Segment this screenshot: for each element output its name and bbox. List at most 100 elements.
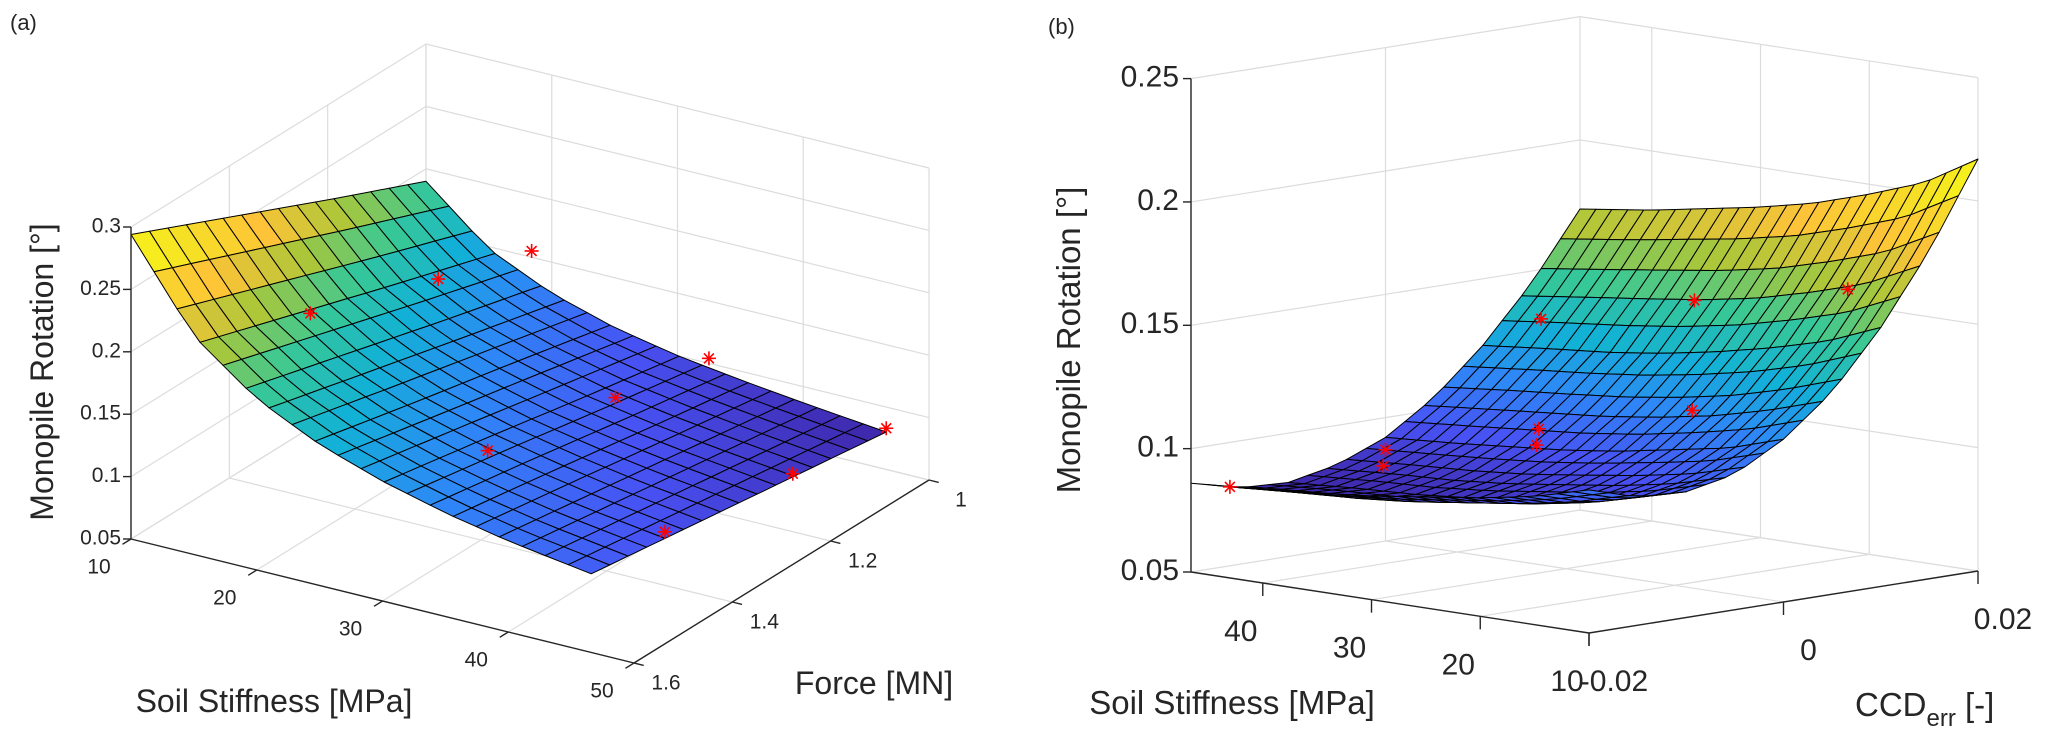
marker-stroke xyxy=(1379,444,1392,456)
markers-a xyxy=(303,244,894,539)
z-tick-label: 0.1 xyxy=(1137,431,1179,464)
x-axis-label-a: Soil Stiffness [MPa] xyxy=(136,683,413,719)
x-tick-mark xyxy=(247,569,258,576)
marker-stroke xyxy=(304,307,316,319)
z-gridline xyxy=(130,43,930,228)
data-point-marker xyxy=(1222,479,1237,494)
marker-stroke xyxy=(610,392,622,404)
y-tick-label: 1.2 xyxy=(848,550,877,573)
data-point-marker xyxy=(303,306,318,321)
marker-stroke xyxy=(1688,294,1700,306)
z-gridline xyxy=(1190,139,1979,203)
x-tick-mark xyxy=(625,662,635,669)
data-point-marker xyxy=(1685,403,1700,418)
x-tick-mark xyxy=(373,600,383,607)
z-axis-label-b: Monopile Rotation [°] xyxy=(1050,187,1087,494)
y-axis-label-a: Force [MN] xyxy=(795,665,953,701)
marker-stroke xyxy=(432,273,444,285)
y-axis-line xyxy=(633,479,930,664)
data-point-marker xyxy=(785,466,800,481)
z-gridline xyxy=(1190,509,1979,573)
panel-label-a: (a) xyxy=(10,10,37,35)
surface-a xyxy=(130,180,887,575)
y-tick-mark xyxy=(830,540,841,545)
marker-stroke xyxy=(1377,460,1389,472)
y-tick-label: 1.4 xyxy=(750,611,780,634)
y-gridline xyxy=(1384,47,1784,603)
surface-patch xyxy=(1572,489,1609,496)
z-tick-label: 0.2 xyxy=(1137,184,1179,217)
y-tick-mark xyxy=(633,662,644,667)
panel-label-b: (b) xyxy=(1048,14,1075,39)
x-tick-label: 30 xyxy=(1333,632,1366,665)
surface-b xyxy=(1190,158,1979,505)
marker-stroke xyxy=(1531,439,1543,451)
z-gridline xyxy=(1190,15,1979,80)
z-tick-label: 0.1 xyxy=(92,464,121,487)
x-tick-label: 50 xyxy=(590,680,613,703)
y-tick-label: -0.02 xyxy=(1580,665,1648,698)
z-tick-label: 0.05 xyxy=(80,527,121,550)
x-tick-label: 20 xyxy=(213,587,236,610)
y-tick-label: 0.02 xyxy=(1974,603,2032,636)
x-axis-label-b: Soil Stiffness [MPa] xyxy=(1089,684,1375,721)
data-point-marker xyxy=(1531,421,1546,436)
marker-stroke xyxy=(1535,313,1547,325)
y-axis-label-b: CCDerr [-] xyxy=(1855,686,1994,732)
data-point-marker xyxy=(431,271,446,286)
z-tick-label: 0.05 xyxy=(1121,554,1179,587)
marker-stroke xyxy=(659,526,671,538)
z-tick-label: 0.2 xyxy=(92,339,121,362)
y-tick-label: 1 xyxy=(955,489,967,512)
data-point-marker xyxy=(608,390,623,405)
y-tick-mark xyxy=(732,601,743,606)
data-point-marker xyxy=(480,443,495,458)
x-tick-mark xyxy=(499,631,509,638)
marker-stroke xyxy=(526,245,538,257)
marker-stroke xyxy=(482,445,494,457)
z-tick-label: 0.3 xyxy=(92,215,121,238)
data-point-marker xyxy=(1687,293,1702,308)
z-tick-label: 0.15 xyxy=(80,402,121,425)
marker-stroke xyxy=(1224,481,1236,493)
z-axis-label-a: Monopile Rotation [°] xyxy=(24,223,60,520)
data-point-marker xyxy=(879,421,894,436)
x-axis-line xyxy=(1190,571,1590,634)
marker-stroke xyxy=(703,352,715,364)
x-tick-label: 10 xyxy=(87,556,110,579)
y-tick-label: 0 xyxy=(1800,634,1817,667)
y-tick-mark xyxy=(928,479,939,484)
marker-stroke xyxy=(880,422,892,434)
panel-b: (b) 0.05 0.1 0.15 0.2 0.25 10 20 30 40 -0.02 0 0.02… xyxy=(1048,14,2032,732)
y-axis-label-b-suffix: [-] xyxy=(1956,686,1995,723)
marker-stroke xyxy=(1842,283,1854,295)
y-tick-label: 1.6 xyxy=(651,672,680,695)
x-tick-label: 30 xyxy=(339,618,362,641)
y-gridline xyxy=(1579,16,1979,572)
x-tick-label: 10 xyxy=(1550,665,1583,698)
z-tick-label: 0.25 xyxy=(1121,61,1179,94)
data-point-marker xyxy=(701,351,716,366)
marker-stroke xyxy=(1533,423,1545,435)
x-tick-mark xyxy=(122,538,132,545)
data-point-marker xyxy=(1534,311,1549,326)
axes-b: 0.05 0.1 0.15 0.2 0.25 10 20 30 40 -0.02 0 0.02 xyxy=(1121,61,2033,698)
data-point-marker xyxy=(1378,442,1393,457)
data-point-marker xyxy=(524,244,539,258)
marker-stroke xyxy=(1686,404,1698,416)
axes-a: 0.05 0.1 0.15 0.2 0.25 0.3 10 20 30 40 50 1 1.2 1.4 1.… xyxy=(80,215,967,703)
x-tick-label: 40 xyxy=(465,649,488,672)
markers-b xyxy=(1222,282,1855,494)
data-point-marker xyxy=(657,524,672,539)
x-tick-label: 20 xyxy=(1442,648,1475,681)
z-tick-label: 0.25 xyxy=(80,277,121,300)
surface-patch xyxy=(567,555,611,575)
z-tick-label: 0.15 xyxy=(1121,307,1179,340)
panel-a: (a) 0.05 0.1 0.15 0.2 0.25 0.3 10 20 30 40 50 1 1.2 1… xyxy=(10,10,967,719)
y-axis-label-b-main: CCD xyxy=(1855,686,1927,723)
y-axis-label-b-subscript: err xyxy=(1927,705,1956,732)
data-point-marker xyxy=(1529,438,1544,453)
marker-stroke xyxy=(787,468,799,480)
data-point-marker xyxy=(1376,458,1391,473)
